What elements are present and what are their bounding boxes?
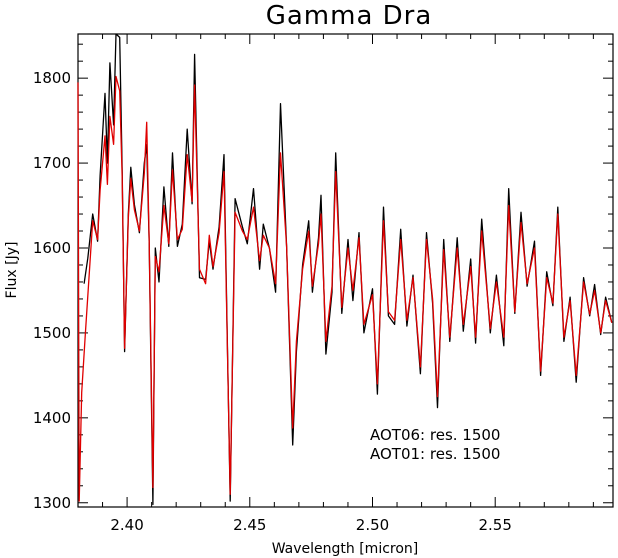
y-tick-label: 1700 bbox=[33, 154, 71, 172]
y-tick-label: 1800 bbox=[33, 69, 71, 87]
y-tick-label: 1600 bbox=[33, 239, 71, 257]
series-lines bbox=[77, 33, 613, 506]
legend-entry-aot01: AOT01: res. 1500 bbox=[370, 445, 500, 463]
axis-ticks: 2.40 2.45 2.50 2.55 1300 1400 1500 1600 1700 1800 bbox=[33, 34, 613, 534]
x-tick-label: 2.50 bbox=[356, 516, 389, 534]
chart-title: Gamma Dra bbox=[266, 1, 433, 31]
y-tick-label: 1500 bbox=[33, 324, 71, 342]
legend-entry-aot06: AOT06: res. 1500 bbox=[370, 426, 500, 444]
x-tick-label: 2.40 bbox=[110, 516, 143, 534]
x-tick-label: 2.45 bbox=[233, 516, 266, 534]
y-tick-label: 1300 bbox=[33, 494, 71, 512]
series-line-aot01 bbox=[77, 75, 613, 502]
series-line-aot06 bbox=[83, 33, 613, 506]
x-tick-label: 2.55 bbox=[478, 516, 511, 534]
x-axis-label: Wavelength [micron] bbox=[272, 541, 419, 557]
y-axis-label: Flux [Jy] bbox=[4, 242, 20, 299]
y-tick-label: 1400 bbox=[33, 409, 71, 427]
